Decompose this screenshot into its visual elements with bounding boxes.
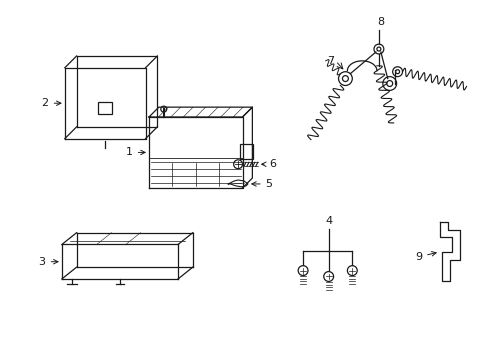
Text: 2: 2	[41, 98, 61, 108]
Text: 3: 3	[39, 257, 58, 267]
Text: 6: 6	[261, 159, 276, 169]
Text: 5: 5	[251, 179, 272, 189]
Text: 7: 7	[326, 56, 333, 66]
Text: 8: 8	[377, 17, 384, 27]
Text: 4: 4	[325, 216, 331, 226]
Text: 1: 1	[125, 148, 145, 157]
Text: 9: 9	[414, 252, 435, 262]
